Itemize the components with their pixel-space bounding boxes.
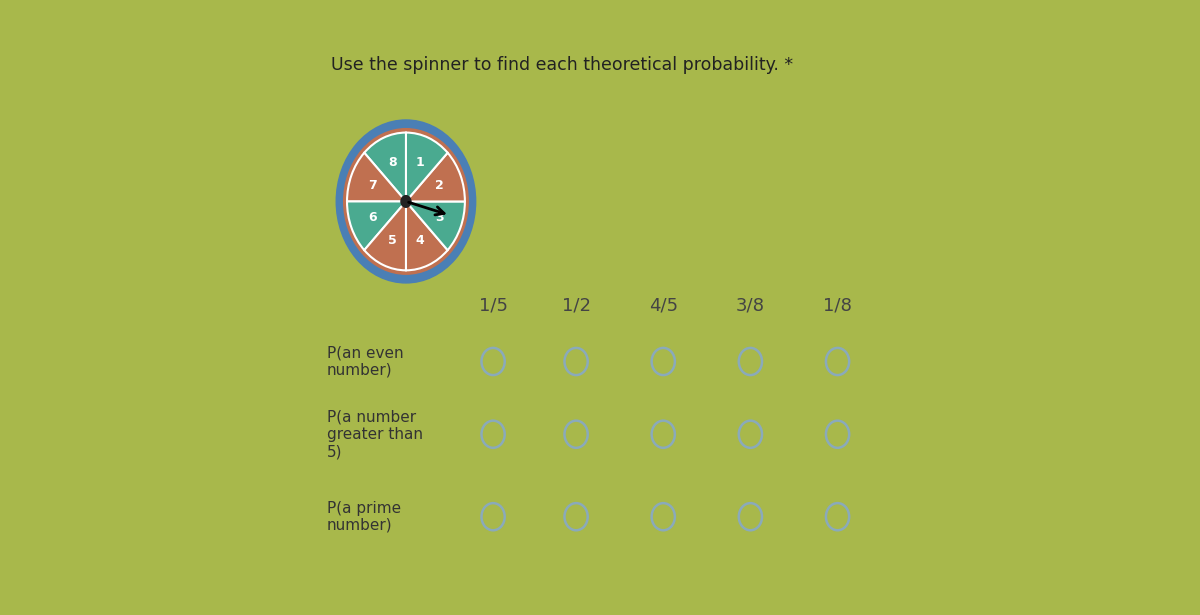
Wedge shape	[406, 202, 464, 250]
Wedge shape	[347, 153, 406, 202]
Wedge shape	[347, 202, 406, 250]
Text: P(a number
greater than
5): P(a number greater than 5)	[328, 410, 424, 459]
Text: 1/2: 1/2	[562, 296, 590, 314]
Text: 1/8: 1/8	[823, 296, 852, 314]
Text: 6: 6	[368, 211, 377, 224]
Wedge shape	[406, 133, 448, 202]
Text: 2: 2	[434, 179, 444, 192]
Text: 3/8: 3/8	[736, 296, 764, 314]
Text: P(a prime
number): P(a prime number)	[328, 501, 401, 533]
Circle shape	[336, 120, 475, 283]
Text: 4: 4	[415, 234, 424, 247]
Circle shape	[343, 129, 468, 274]
Text: 5: 5	[388, 234, 396, 247]
Text: 1: 1	[415, 156, 424, 169]
Wedge shape	[406, 153, 464, 202]
Text: 8: 8	[388, 156, 396, 169]
Text: 3: 3	[434, 211, 444, 224]
Text: 7: 7	[368, 179, 377, 192]
Wedge shape	[365, 202, 406, 271]
Text: 4/5: 4/5	[649, 296, 678, 314]
Text: Use the spinner to find each theoretical probability. *: Use the spinner to find each theoretical…	[331, 56, 793, 74]
Text: P(an even
number): P(an even number)	[328, 345, 403, 378]
Circle shape	[401, 196, 410, 207]
Text: 1/5: 1/5	[479, 296, 508, 314]
Wedge shape	[365, 133, 406, 202]
Wedge shape	[406, 202, 448, 271]
